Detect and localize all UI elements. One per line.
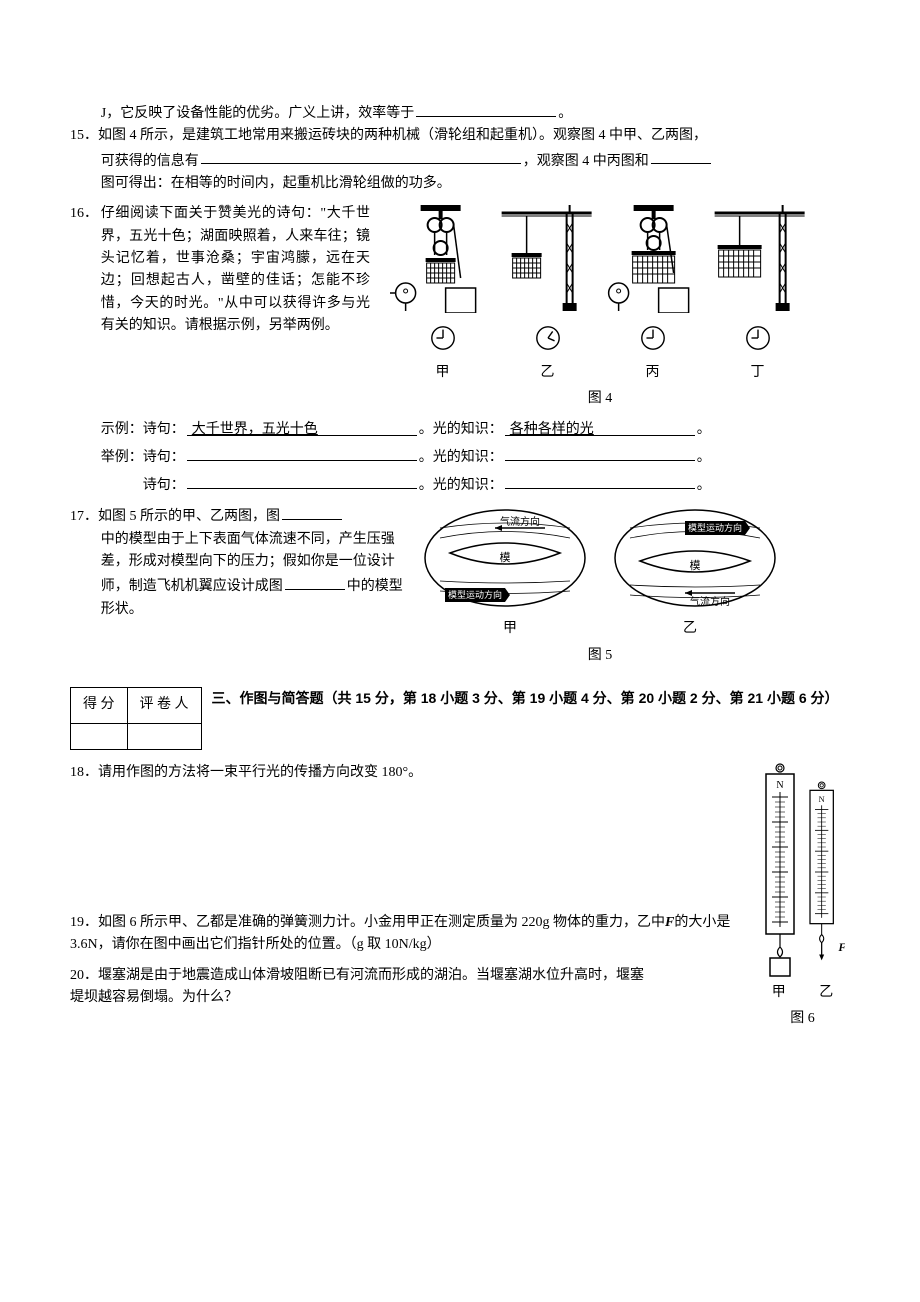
q16-ju1-end: 。 [697, 450, 711, 465]
q20-text: 堰塞湖是由于地震造成山体滑坡阻断已有河流而形成的湖泊。当堰塞湖水位升高时，堰塞堤… [70, 968, 644, 1005]
fig6-label-jia: 甲 [772, 982, 786, 1004]
q18: 18．请用作图的方法将一束平行光的传播方向改变 180°。 [70, 762, 850, 784]
fig5-label-yi: 乙 [683, 618, 697, 640]
fig6-jia-N: N [776, 780, 783, 791]
q18-text: 请用作图的方法将一束平行光的传播方向改变 180°。 [98, 765, 422, 780]
score-col2: 评 卷 人 [127, 688, 201, 723]
clock-yi [534, 324, 562, 360]
q17-text1: 如图 5 所示的甲、乙两图，图 [98, 509, 280, 524]
fig6-caption: 图 6 [755, 1008, 850, 1030]
crane-large-icon [709, 203, 810, 313]
q15-num: 15． [70, 125, 98, 147]
q20: 20．堰塞湖是由于地震造成山体滑坡阻断已有河流而形成的湖泊。当堰塞湖水位升高时，… [70, 965, 745, 1010]
q16-ju1-blank2 [505, 444, 695, 461]
q17: 17．如图 5 所示的甲、乙两图，图 中的模型由于上下表面气体流速不同，产生压强… [70, 503, 410, 621]
section-3-title: 三、作图与简答题（共 15 分，第 18 小题 3 分、第 19 小题 4 分、… [212, 687, 851, 709]
pulley-large-icon [603, 203, 704, 313]
fig5-label-jia: 甲 [503, 618, 517, 640]
clock-ding [744, 324, 772, 360]
q17-num: 17． [70, 506, 98, 528]
q16-ex-know: 各种各样的光 [510, 422, 594, 437]
q16-row: 16． 仔细阅读下面关于赞美光的诗句："大千世界，五光十色；湖面映照着，人来车往… [70, 203, 850, 411]
fig4-label-jia: 甲 [436, 362, 450, 384]
q16-light-label-3: 。光的知识： [419, 478, 503, 493]
q19-num: 19． [70, 912, 98, 934]
fig6-label-yi: 乙 [819, 982, 833, 1004]
q16-light-label-1: 。光的知识： [419, 422, 503, 437]
q20-num: 20． [70, 965, 98, 987]
q16: 16． 仔细阅读下面关于赞美光的诗句："大千世界，五光十色；湖面映照着，人来车往… [70, 203, 380, 337]
fig5-model-jia: 模 气流方向 模型运动方向 [420, 503, 590, 618]
fig5-yi-model: 模 [690, 559, 701, 572]
fig5-caption: 图 5 [420, 645, 780, 667]
clock-jia [429, 324, 457, 360]
fig4-machine-jia [390, 203, 491, 321]
q16-example: 示例：诗句： 大千世界，五光十色 。光的知识： 各种各样的光 。 [70, 419, 850, 441]
q16-ju2: 诗句： 。光的知识： 。 [70, 472, 850, 497]
q18-num: 18． [70, 762, 98, 784]
q19-text1: 如图 6 所示甲、乙都是准确的弹簧测力计。小金用甲正在测定质量为 220g 物体… [98, 915, 665, 930]
q16-ju-label1: 举例：诗句： [101, 450, 185, 465]
fig5-yi-flow: 气流方向 [690, 595, 730, 608]
q19-force: F [665, 915, 674, 930]
fig4-label-yi: 乙 [541, 362, 555, 384]
q16-ju1-blank1 [187, 444, 417, 461]
q16-light-label-2: 。光的知识： [419, 450, 503, 465]
q14-blank [416, 100, 556, 117]
q19: 19．如图 6 所示甲、乙都是准确的弹簧测力计。小金用甲正在测定质量为 220g… [70, 912, 850, 957]
q14-text: J，它反映了设备性能的优劣。广义上讲，效率等于 [101, 106, 414, 121]
q14-fragment: J，它反映了设备性能的优劣。广义上讲，效率等于 。 [70, 100, 850, 125]
score-cell1 [71, 723, 128, 749]
fig4-machine-ding [709, 203, 810, 321]
crane-small-icon [496, 203, 597, 313]
q17-blank1 [282, 503, 342, 520]
score-table: 得 分 评 卷 人 [70, 687, 202, 749]
clock-bing [639, 324, 667, 360]
score-cell2 [127, 723, 201, 749]
fig5-yi-move: 模型运动方向 [688, 522, 742, 533]
q14-end: 。 [558, 106, 572, 121]
fig4-label-ding: 丁 [751, 362, 765, 384]
q15-text2: 可获得的信息有 [101, 153, 199, 168]
q15-blank1 [201, 148, 521, 165]
fig6-yi-N: N [819, 795, 825, 804]
q15-blank2 [651, 148, 711, 165]
q16-ex-label: 示例：诗句： [101, 422, 185, 437]
score-col1: 得 分 [71, 688, 128, 723]
q16-ju1: 举例：诗句： 。光的知识： 。 [70, 444, 850, 469]
fig5-jia-flow: 气流方向 [500, 515, 540, 528]
fig5-jia-model: 模 [500, 551, 511, 564]
fig4-caption: 图 4 [390, 388, 810, 410]
q16-ex-end: 。 [697, 422, 711, 437]
spring-scale-jia-icon: N [760, 762, 800, 982]
q17-blank2 [285, 573, 345, 590]
q17-row: 17．如图 5 所示的甲、乙两图，图 中的模型由于上下表面气体流速不同，产生压强… [70, 503, 850, 667]
q15: 15．如图 4 所示，是建筑工地常用来搬运砖块的两种机械（滑轮组和起重机）。观察… [70, 125, 850, 195]
q16-ju2-blank1 [187, 472, 417, 489]
fig4-machine-bing [603, 203, 704, 321]
fig4-label-bing: 丙 [646, 362, 660, 384]
section-3-header: 得 分 评 卷 人 三、作图与简答题（共 15 分，第 18 小题 3 分、第 … [70, 687, 850, 749]
q16-ex-poem: 大千世界，五光十色 [192, 422, 318, 437]
q16-num: 16． [70, 203, 98, 225]
q15-text3: ，观察图 4 中丙图和 [523, 153, 649, 168]
pulley-small-icon [390, 203, 491, 313]
q16-ju-label2: 诗句： [101, 478, 185, 493]
figure-6: N N [755, 762, 850, 1031]
fig6-force-label: F [837, 941, 845, 954]
q16-ju2-end: 。 [697, 478, 711, 493]
q15-text4: 图可得出：在相等的时间内，起重机比滑轮组做的功多。 [101, 176, 451, 191]
fig5-model-yi: 模 模型运动方向 气流方向 [610, 503, 780, 618]
fig4-machine-yi [496, 203, 597, 321]
figure-4: 甲 乙 丙 丁 图 4 [390, 203, 810, 411]
fig5-jia-move: 模型运动方向 [448, 589, 502, 600]
figure-5: 模 气流方向 模型运动方向 模 [420, 503, 780, 667]
q15-text1: 如图 4 所示，是建筑工地常用来搬运砖块的两种机械（滑轮组和起重机）。观察图 4… [98, 128, 707, 143]
q16-ju2-blank2 [505, 472, 695, 489]
spring-scale-yi-icon: N F [805, 762, 845, 982]
q16-text: 仔细阅读下面关于赞美光的诗句："大千世界，五光十色；湖面映照着，人来车往；镜头记… [70, 203, 380, 337]
